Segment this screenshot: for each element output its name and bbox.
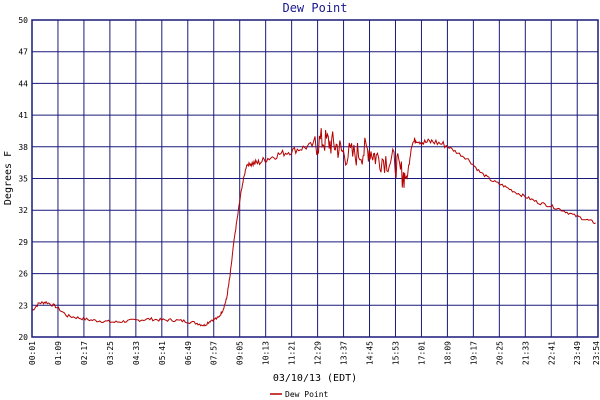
plot-border (31, 19, 599, 338)
x-tick-label: 22:41 (547, 341, 556, 365)
legend-label: Dew Point (285, 390, 329, 399)
dew-point-series-line (31, 128, 596, 327)
chart-title: Dew Point (282, 1, 347, 15)
x-tick-label: 21:33 (521, 341, 530, 365)
x-tick-label: 10:13 (262, 341, 271, 365)
x-tick-label: 19:17 (469, 341, 478, 365)
x-tick-label: 02:17 (80, 341, 89, 365)
x-tick-label: 03:25 (106, 341, 115, 365)
y-tick-label: 47 (18, 48, 28, 57)
x-tick-label: 12:29 (314, 341, 323, 365)
y-axis-ticks: 20 23 26 29 32 35 38 41 44 47 50 (18, 16, 28, 342)
y-tick-label: 29 (18, 238, 28, 247)
y-tick-label: 26 (18, 270, 28, 279)
x-tick-label: 17:01 (417, 341, 426, 365)
x-tick-label: 23:49 (573, 341, 582, 365)
y-tick-label: 20 (18, 333, 28, 342)
x-tick-label: 11:21 (288, 341, 297, 365)
x-tick-label: 00:01 (28, 341, 37, 365)
y-tick-label: 23 (18, 301, 28, 310)
x-tick-label: 15:53 (391, 341, 400, 365)
x-tick-label: 04:33 (132, 341, 141, 365)
x-tick-label: 14:45 (366, 341, 375, 365)
x-tick-label: 18:09 (443, 341, 452, 365)
y-tick-label: 35 (18, 175, 28, 184)
x-tick-label: 06:49 (184, 341, 193, 365)
x-tick-label: 09:05 (236, 341, 245, 365)
x-tick-label: 07:57 (210, 341, 219, 365)
x-tick-label: 13:37 (340, 341, 349, 365)
x-axis-label: 03/10/13 (EDT) (273, 373, 357, 384)
y-axis-label: Degrees F (3, 151, 14, 205)
x-axis-ticks: 00:01 01:09 02:17 03:25 04:33 05:41 06:49 07:57… (28, 341, 600, 365)
y-tick-label: 50 (18, 16, 28, 25)
y-tick-label: 38 (18, 143, 28, 152)
y-tick-label: 32 (18, 206, 28, 215)
legend: Dew Point (270, 390, 329, 399)
x-tick-label: 01:09 (54, 341, 63, 365)
y-tick-label: 44 (18, 79, 28, 88)
x-tick-label: 20:25 (495, 341, 504, 365)
y-tick-label: 41 (18, 111, 28, 120)
x-tick-label: 23:54 (592, 341, 600, 365)
x-tick-label: 05:41 (158, 341, 167, 365)
